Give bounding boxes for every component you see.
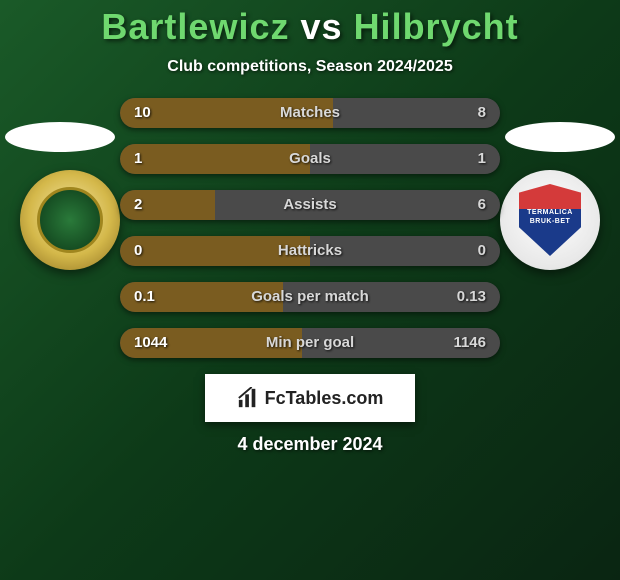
shield-line2: BRUK-BET <box>530 218 571 225</box>
infographic-container: Bartlewicz vs Hilbrycht Club competition… <box>0 0 620 580</box>
stats-list: 10Matches81Goals12Assists60Hattricks00.1… <box>120 98 500 358</box>
stat-label: Goals per match <box>120 282 500 312</box>
stat-value-right: 1146 <box>453 328 486 358</box>
player1-name: Bartlewicz <box>101 6 289 47</box>
stat-label: Hattricks <box>120 236 500 266</box>
stat-label: Matches <box>120 98 500 128</box>
stat-row: 0Hattricks0 <box>120 236 500 266</box>
shield-icon: TERMALICA BRUK-BET <box>519 184 581 256</box>
club-badge-right: TERMALICA BRUK-BET <box>500 170 600 270</box>
site-name: FcTables.com <box>265 388 384 409</box>
date-label: 4 december 2024 <box>0 434 620 455</box>
stat-value-right: 1 <box>478 144 486 174</box>
stat-row: 1Goals1 <box>120 144 500 174</box>
stat-row: 2Assists6 <box>120 190 500 220</box>
shield-line1: TERMALICA <box>527 209 573 216</box>
stat-value-right: 0.13 <box>457 282 486 312</box>
stat-label: Min per goal <box>120 328 500 358</box>
club-badge-left <box>20 170 120 270</box>
site-attribution: FcTables.com <box>205 374 415 422</box>
stat-label: Goals <box>120 144 500 174</box>
stat-value-right: 8 <box>478 98 486 128</box>
bar-chart-icon <box>237 387 259 409</box>
player2-silhouette <box>505 122 615 152</box>
stat-row: 1044Min per goal1146 <box>120 328 500 358</box>
stat-value-right: 6 <box>478 190 486 220</box>
player2-name: Hilbrycht <box>354 6 519 47</box>
stat-label: Assists <box>120 190 500 220</box>
page-title: Bartlewicz vs Hilbrycht <box>0 6 620 48</box>
player1-silhouette <box>5 122 115 152</box>
stat-row: 0.1Goals per match0.13 <box>120 282 500 312</box>
subtitle: Club competitions, Season 2024/2025 <box>0 58 620 76</box>
title-vs: vs <box>301 6 343 47</box>
stat-row: 10Matches8 <box>120 98 500 128</box>
stat-value-right: 0 <box>478 236 486 266</box>
